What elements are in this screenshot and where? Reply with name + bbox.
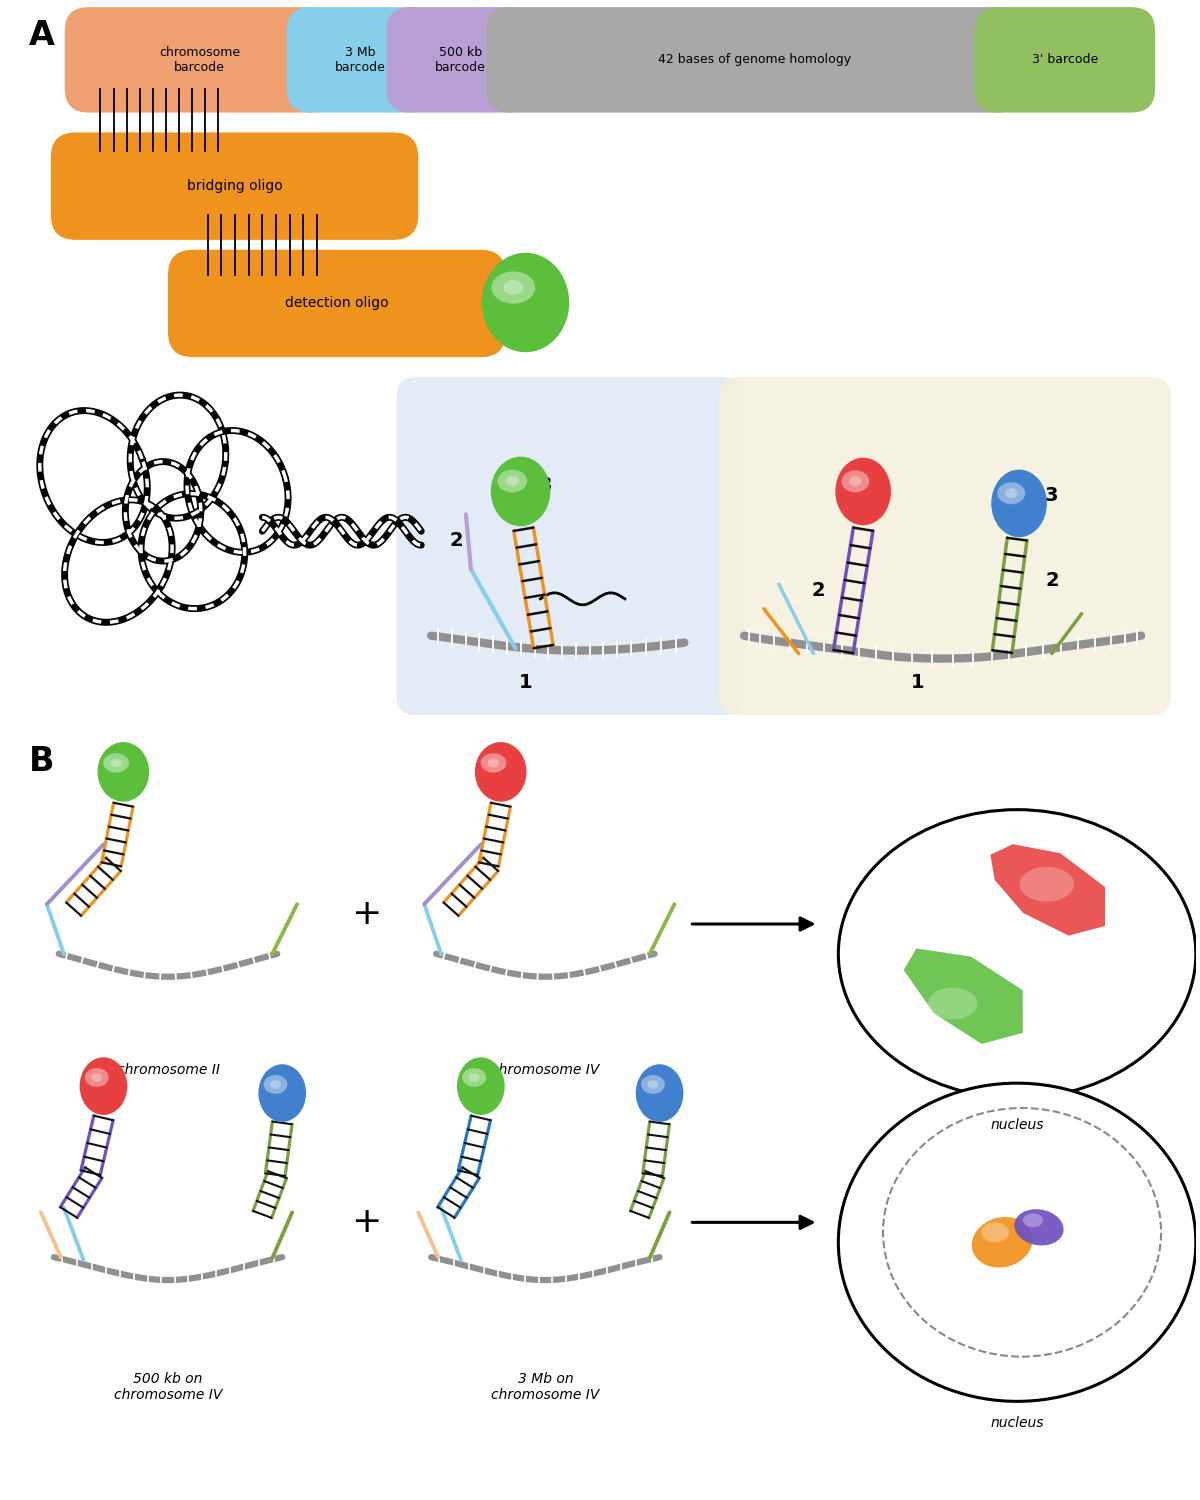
FancyBboxPatch shape (50, 132, 419, 240)
Ellipse shape (1024, 1214, 1043, 1227)
FancyBboxPatch shape (287, 8, 434, 112)
Text: +: + (352, 1206, 382, 1239)
Ellipse shape (457, 1058, 505, 1114)
Polygon shape (990, 844, 1105, 936)
Ellipse shape (505, 476, 518, 486)
Ellipse shape (648, 1080, 659, 1089)
Ellipse shape (462, 1068, 486, 1088)
Text: 2: 2 (811, 580, 826, 600)
Ellipse shape (839, 810, 1196, 1098)
Ellipse shape (841, 471, 869, 492)
Ellipse shape (497, 470, 527, 492)
Ellipse shape (636, 1064, 684, 1122)
Ellipse shape (1020, 867, 1074, 901)
Ellipse shape (475, 742, 527, 801)
FancyBboxPatch shape (974, 8, 1156, 112)
FancyBboxPatch shape (396, 376, 744, 716)
Ellipse shape (85, 1068, 109, 1088)
Text: 3: 3 (539, 477, 552, 495)
Ellipse shape (270, 1080, 281, 1089)
Text: 2: 2 (449, 531, 463, 550)
Ellipse shape (487, 759, 499, 768)
Ellipse shape (972, 1216, 1033, 1267)
FancyBboxPatch shape (168, 251, 505, 357)
Ellipse shape (839, 1083, 1196, 1401)
Ellipse shape (991, 470, 1046, 537)
Ellipse shape (97, 742, 149, 801)
FancyBboxPatch shape (386, 8, 534, 112)
FancyBboxPatch shape (65, 8, 335, 112)
Ellipse shape (187, 430, 288, 552)
FancyBboxPatch shape (486, 8, 1022, 112)
Ellipse shape (997, 482, 1025, 504)
Text: bridging oligo: bridging oligo (187, 178, 282, 194)
Text: nucleus: nucleus (990, 1118, 1044, 1132)
Ellipse shape (142, 494, 245, 609)
Ellipse shape (480, 753, 506, 772)
Ellipse shape (928, 987, 977, 1020)
Text: 3' barcode: 3' barcode (1032, 54, 1098, 66)
Ellipse shape (492, 272, 535, 303)
Text: A: A (29, 20, 55, 53)
Text: nucleus: nucleus (990, 1416, 1044, 1431)
Ellipse shape (258, 1064, 306, 1122)
Ellipse shape (491, 456, 551, 526)
Ellipse shape (40, 411, 148, 543)
FancyBboxPatch shape (719, 376, 1171, 716)
Ellipse shape (103, 753, 130, 772)
Text: 1: 1 (911, 674, 924, 693)
Ellipse shape (1006, 488, 1018, 498)
Ellipse shape (641, 1076, 665, 1094)
Text: 3 Mb
barcode: 3 Mb barcode (335, 46, 385, 74)
Ellipse shape (482, 254, 569, 352)
Text: chromosome II: chromosome II (116, 1064, 220, 1077)
Ellipse shape (264, 1076, 288, 1094)
Ellipse shape (469, 1072, 480, 1082)
Ellipse shape (110, 759, 122, 768)
Ellipse shape (835, 458, 890, 525)
Text: chromosome IV: chromosome IV (491, 1064, 600, 1077)
Ellipse shape (125, 462, 200, 561)
Ellipse shape (65, 500, 172, 622)
Text: detection oligo: detection oligo (286, 297, 389, 310)
Text: chromosome
barcode: chromosome barcode (158, 46, 240, 74)
Text: 42 bases of genome homology: 42 bases of genome homology (658, 54, 851, 66)
Text: 2: 2 (1045, 572, 1058, 590)
Text: 500 kb on
chromosome IV: 500 kb on chromosome IV (114, 1371, 222, 1401)
Text: 3: 3 (1045, 486, 1058, 506)
Ellipse shape (504, 280, 523, 296)
Text: +: + (352, 897, 382, 932)
Text: 1: 1 (518, 674, 533, 693)
Text: 3: 3 (862, 482, 875, 501)
Text: 500 kb
barcode: 500 kb barcode (434, 46, 486, 74)
Ellipse shape (130, 394, 226, 518)
Ellipse shape (79, 1058, 127, 1114)
Polygon shape (904, 948, 1022, 1044)
Ellipse shape (1014, 1209, 1063, 1245)
Text: 3 Mb on
chromosome IV: 3 Mb on chromosome IV (491, 1371, 600, 1401)
Ellipse shape (982, 1222, 1009, 1242)
Ellipse shape (91, 1072, 102, 1082)
Text: B: B (29, 746, 54, 778)
Ellipse shape (850, 476, 862, 486)
